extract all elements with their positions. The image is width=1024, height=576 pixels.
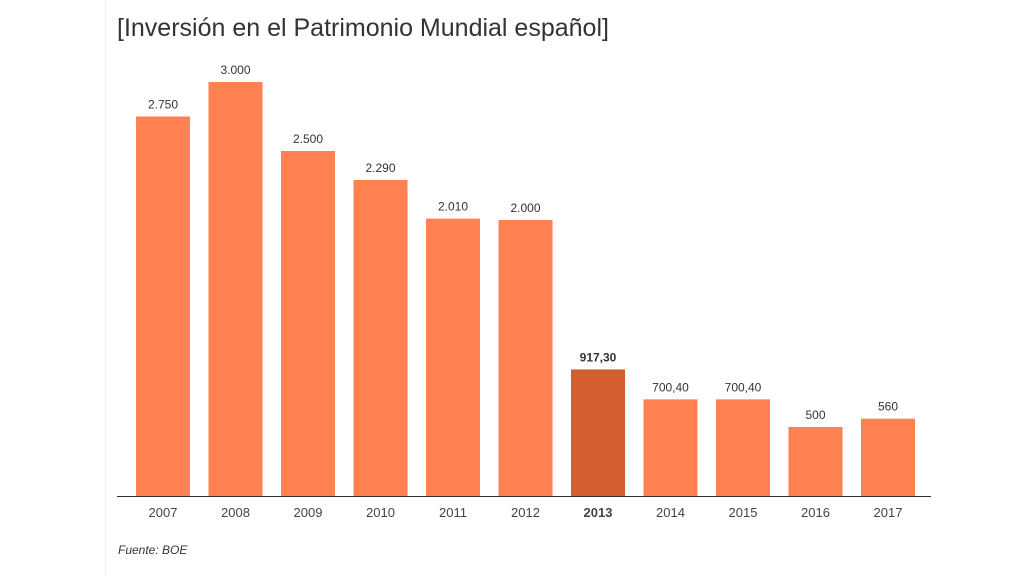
chart-title: [Inversión en el Patrimonio Mundial espa… (117, 14, 609, 42)
panel-edge (105, 0, 106, 576)
bar-2015 (716, 399, 770, 496)
x-tick-label-2008: 2008 (221, 505, 250, 520)
value-label-2007: 2.750 (148, 98, 178, 112)
x-tick-label-2017: 2017 (874, 505, 903, 520)
value-label-2008: 3.000 (220, 63, 250, 77)
x-tick-label-2007: 2007 (149, 505, 178, 520)
value-label-2017: 560 (878, 400, 898, 414)
value-label-2012: 2.000 (510, 201, 540, 215)
source-note: Fuente: BOE (118, 543, 188, 557)
value-label-2013: 917,30 (580, 350, 617, 364)
value-label-2010: 2.290 (365, 161, 395, 175)
value-label-2011: 2.010 (438, 200, 468, 214)
x-tick-label-2013: 2013 (584, 505, 613, 520)
x-tick-label-2012: 2012 (511, 505, 540, 520)
value-label-2014: 700,40 (652, 380, 689, 394)
bar-2013 (571, 369, 625, 496)
bar-2012 (498, 220, 553, 496)
x-tick-label-2014: 2014 (656, 505, 685, 520)
value-label-2015: 700,40 (725, 380, 762, 394)
x-tick-label-2015: 2015 (729, 505, 758, 520)
bar-2016 (788, 427, 843, 496)
x-tick-label-2016: 2016 (801, 505, 830, 520)
x-tick-label-2009: 2009 (294, 505, 323, 520)
bar-2011 (426, 218, 480, 496)
x-tick-label-2011: 2011 (439, 505, 467, 520)
bar-2008 (208, 82, 263, 496)
bar-2007 (136, 116, 190, 496)
value-label-2016: 500 (805, 408, 825, 422)
bar-2017 (861, 418, 915, 496)
bar-2010 (353, 179, 408, 497)
bar-2014 (643, 399, 698, 496)
value-label-2009: 2.500 (293, 132, 323, 146)
x-tick-label-2010: 2010 (366, 505, 395, 520)
bar-2009 (281, 151, 335, 496)
